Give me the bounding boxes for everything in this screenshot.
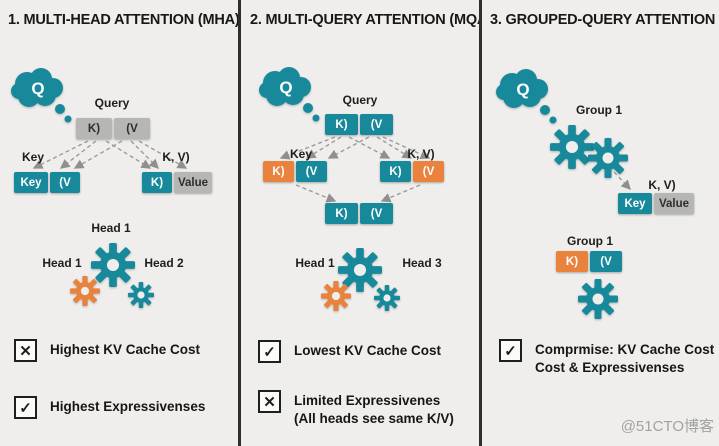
column-title: 3. GROUPED-QUERY ATTENTION (GQA (490, 12, 719, 28)
kv-box: Value (654, 193, 694, 214)
query-label: Query (94, 96, 130, 110)
column-divider (479, 0, 482, 446)
head-left-label: Head 1 (295, 256, 335, 270)
gear-icon (578, 279, 618, 319)
column-gqa: 3. GROUPED-QUERY ATTENTION (GQA Q Group … (482, 0, 719, 446)
checkbox-mark-icon: ✕ (14, 339, 37, 362)
kv-group-label: K, V) (162, 150, 190, 164)
column-divider (238, 0, 241, 446)
kv-box: (V (114, 118, 150, 139)
head-right-label: Head 3 (402, 256, 442, 270)
column-mha: 1. MULTI-HEAD ATTENTION (MHA) Q Query K)… (0, 0, 238, 446)
kv-box: Value (174, 172, 212, 193)
thought-bubble-icon: Q (259, 67, 320, 122)
heads-title: Head 1 (91, 221, 131, 235)
check-label: Limited Expressivenes (294, 393, 441, 408)
q-label: Q (279, 78, 292, 97)
check-label: (All heads see same K/V) (294, 410, 454, 426)
kv-box: (V (50, 172, 80, 193)
kv-box: (V (360, 114, 393, 135)
check-label: Comprmise: KV Cache Cost (535, 342, 715, 357)
check-label: Highest KV Cache Cost (50, 342, 201, 357)
key-group-label: Key (21, 150, 45, 164)
kv-group-label: K, V) (407, 147, 435, 161)
check-item: ✕ Highest KV Cache Cost (14, 339, 200, 362)
check-label: Lowest KV Cache Cost (294, 343, 442, 358)
check-item: ✓ Comprmise: KV Cache Cost Cost & Expres… (499, 339, 714, 377)
gear-icon (321, 281, 351, 311)
gear-icon (70, 276, 100, 306)
column-title: 2. MULTI-QUERY ATTENTION (MQA) (250, 12, 479, 28)
check-label: Highest Expressivenses (50, 399, 206, 414)
head-left-label: Head 1 (42, 256, 82, 270)
gear-icon (374, 285, 400, 311)
column-title: 1. MULTI-HEAD ATTENTION (MHA) (8, 12, 238, 28)
group-top-label: Group 1 (575, 103, 623, 117)
kv-box: (V (590, 251, 622, 272)
check-item: ✓ Lowest KV Cache Cost (258, 340, 441, 363)
q-label: Q (31, 79, 44, 98)
kv-group-label: K, V) (648, 178, 676, 192)
kv-box: K) (76, 118, 112, 139)
checkbox-mark-icon: ✓ (499, 339, 522, 362)
kv-box: K) (556, 251, 588, 272)
kv-box: (V (360, 203, 393, 224)
kv-box: K) (263, 161, 294, 182)
head-right-label: Head 2 (144, 256, 184, 270)
check-item: ✓ Highest Expressivenses (14, 396, 205, 419)
checkbox-mark-icon: ✓ (14, 396, 37, 419)
check-label: Cost & Expressivenses (535, 359, 685, 375)
thought-bubble-icon: Q (496, 69, 557, 124)
kv-box: Key (618, 193, 652, 214)
kv-box: Key (14, 172, 48, 193)
query-label: Query (342, 93, 378, 107)
checkbox-mark-icon: ✕ (258, 390, 281, 413)
kv-box: K) (380, 161, 411, 182)
kv-box: (V (296, 161, 327, 182)
watermark: @51CTO博客 (620, 418, 714, 435)
kv-box: K) (142, 172, 172, 193)
thought-bubble-icon: Q (11, 68, 72, 123)
check-item: ✕ Limited Expressivenes (All heads see s… (258, 390, 454, 428)
kv-box: K) (325, 203, 358, 224)
gear-icon (588, 138, 628, 178)
kv-box: (V (413, 161, 444, 182)
checkbox-mark-icon: ✓ (258, 340, 281, 363)
kv-box: K) (325, 114, 358, 135)
group-bottom-label: Group 1 (566, 234, 614, 248)
gear-icon (128, 282, 154, 308)
column-mqa: 2. MULTI-QUERY ATTENTION (MQA) Q Query K… (241, 0, 479, 446)
q-label: Q (516, 80, 529, 99)
key-group-label: Key (289, 147, 313, 161)
